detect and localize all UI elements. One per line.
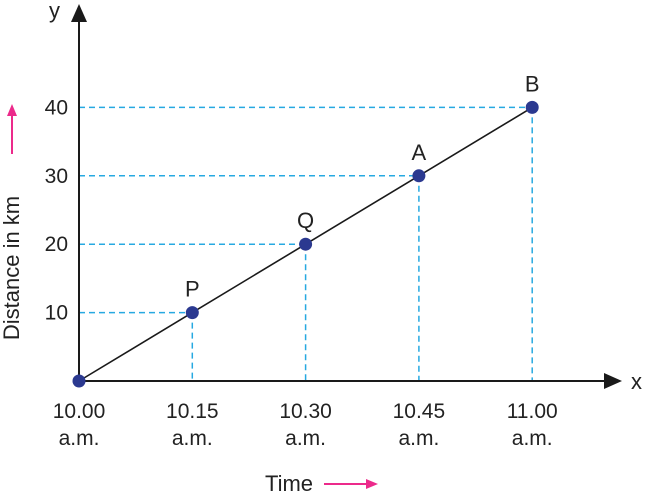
y-tick-label: 20 [45, 233, 68, 256]
data-point-P [185, 306, 199, 320]
y-axis-arrowhead [71, 4, 87, 22]
y-tick-label: 40 [45, 96, 68, 119]
x-axis-letter: x [631, 369, 642, 394]
point-label-B: B [525, 71, 540, 96]
guide-lines [79, 106, 533, 381]
data-point-origin [72, 374, 86, 388]
x-tick-label: 10.30 a.m. [279, 400, 332, 450]
y-axis-title: Distance in km [0, 196, 24, 340]
data-point-B [525, 100, 539, 114]
data-point-Q [299, 237, 313, 251]
point-label-P: P [185, 277, 200, 302]
point-label-A: A [412, 140, 427, 165]
x-tick-label: 10.45 a.m. [393, 400, 446, 450]
y-axis-letter: y [49, 0, 60, 23]
x-tick-label: 11.00 a.m. [507, 400, 558, 450]
data-point-A [412, 169, 426, 183]
x-tick-label: 10.00 a.m. [53, 400, 106, 450]
x-axis-title: Time [265, 471, 313, 492]
point-label-Q: Q [297, 208, 314, 233]
x-title-arrowhead [366, 479, 378, 489]
y-title-arrowhead [7, 104, 17, 116]
axes [71, 4, 622, 389]
y-tick-label: 10 [45, 302, 68, 325]
data-points [72, 100, 539, 388]
y-tick-label: 30 [45, 165, 68, 188]
x-tick-label: 10.15 a.m. [166, 400, 219, 450]
x-axis-arrowhead [604, 373, 622, 389]
